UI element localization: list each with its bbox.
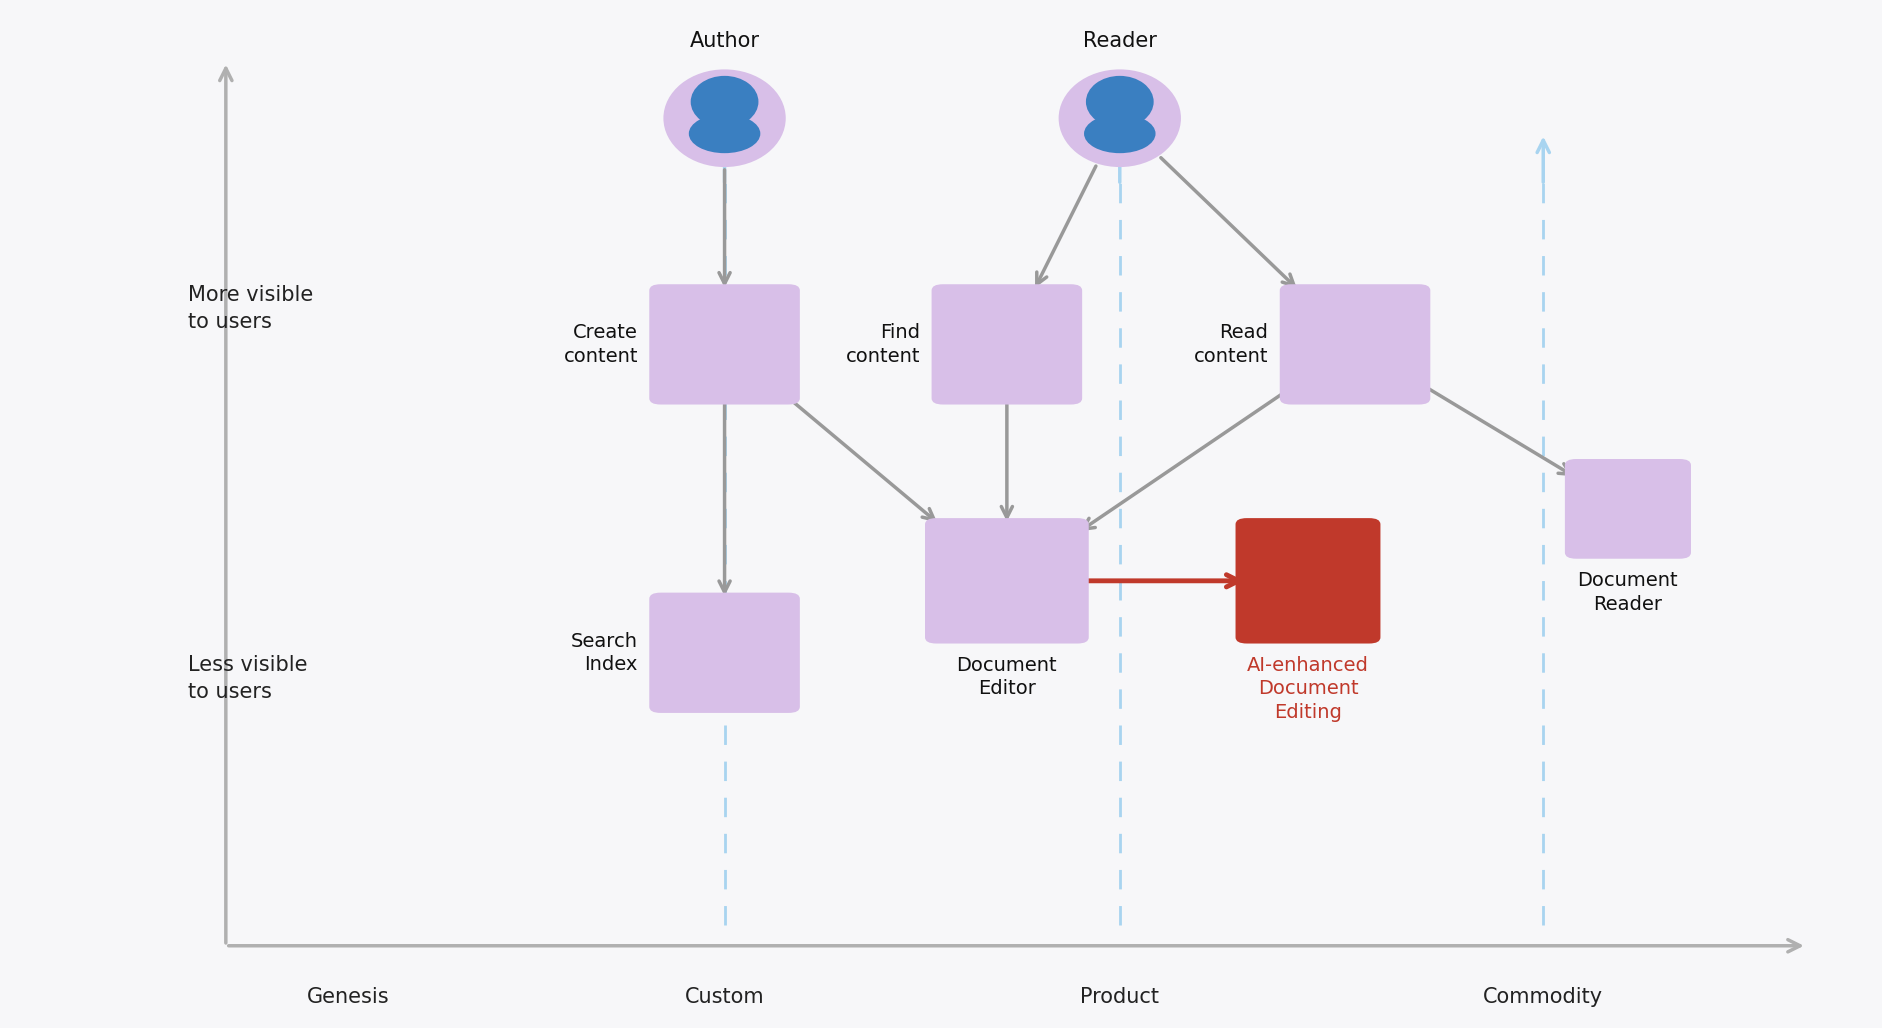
Text: Less visible
to users: Less visible to users (188, 655, 307, 702)
FancyBboxPatch shape (1235, 518, 1380, 644)
Text: Find
content: Find content (845, 323, 920, 366)
Text: Genesis: Genesis (307, 987, 390, 1006)
FancyBboxPatch shape (926, 518, 1088, 644)
FancyBboxPatch shape (1566, 458, 1690, 559)
Ellipse shape (1058, 70, 1182, 168)
Text: Commodity: Commodity (1483, 987, 1603, 1006)
FancyBboxPatch shape (649, 284, 800, 404)
FancyBboxPatch shape (932, 284, 1082, 404)
Ellipse shape (1086, 76, 1154, 127)
Text: Document
Reader: Document Reader (1577, 572, 1679, 614)
Text: Author: Author (689, 32, 760, 51)
Text: Search
Index: Search Index (570, 631, 638, 674)
Text: Create
content: Create content (563, 323, 638, 366)
FancyBboxPatch shape (649, 592, 800, 713)
Text: More visible
to users: More visible to users (188, 285, 314, 332)
Ellipse shape (691, 76, 758, 127)
Text: Reader: Reader (1082, 32, 1157, 51)
Ellipse shape (664, 70, 787, 168)
Text: Document
Editor: Document Editor (956, 656, 1058, 698)
Text: AI-enhanced
Document
Editing: AI-enhanced Document Editing (1248, 656, 1368, 722)
Ellipse shape (689, 114, 760, 153)
Ellipse shape (1084, 114, 1156, 153)
Text: Product: Product (1080, 987, 1159, 1006)
FancyBboxPatch shape (1280, 284, 1430, 404)
Text: Read
content: Read content (1193, 323, 1268, 366)
Text: Custom: Custom (685, 987, 764, 1006)
